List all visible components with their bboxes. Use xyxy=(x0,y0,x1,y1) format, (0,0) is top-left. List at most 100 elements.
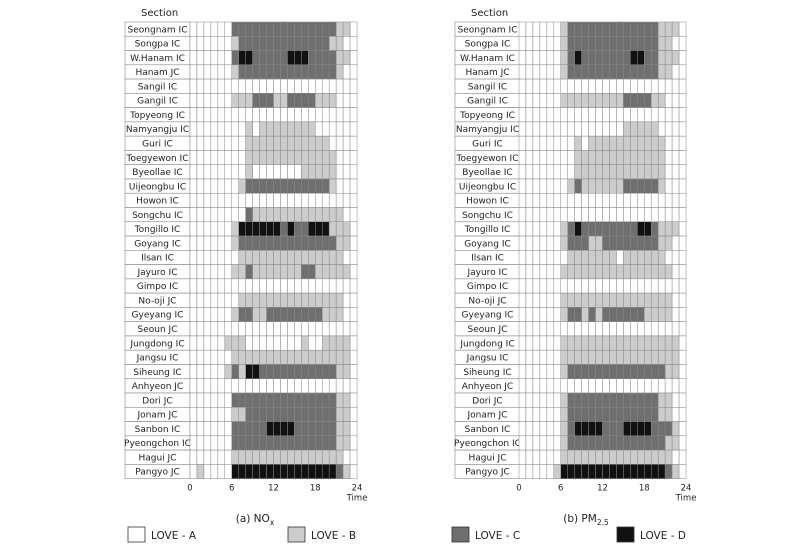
heat-cell xyxy=(259,321,267,337)
heat-cell xyxy=(637,178,645,194)
heat-cell xyxy=(280,50,288,66)
heat-cell xyxy=(342,407,351,422)
heat-cell xyxy=(266,64,274,80)
heat-cell xyxy=(287,264,295,280)
heat-cell xyxy=(342,178,351,194)
heat-cell xyxy=(664,307,673,322)
heat-cell xyxy=(280,135,288,151)
heat-cell xyxy=(203,93,212,108)
heat-cell xyxy=(210,435,219,451)
heat-cell xyxy=(203,364,212,380)
heat-cell xyxy=(581,78,589,94)
heat-cell xyxy=(328,449,337,465)
heat-cell xyxy=(224,321,233,337)
heat-cell xyxy=(574,78,582,94)
heat-cell xyxy=(342,107,351,123)
section-label: Uijeongbu IC xyxy=(459,182,516,192)
heat-cell xyxy=(266,93,274,108)
heat-cell xyxy=(238,178,246,194)
heat-cell xyxy=(623,221,631,237)
heat-cell xyxy=(581,192,589,208)
heat-cell xyxy=(539,392,548,408)
heat-cell xyxy=(546,107,555,123)
heat-cell xyxy=(678,435,687,451)
heat-cell xyxy=(630,364,638,380)
heat-cell xyxy=(616,121,624,137)
heat-cell xyxy=(273,207,281,223)
heat-cell xyxy=(252,135,260,151)
heat-cell xyxy=(623,178,631,194)
heat-cell xyxy=(595,150,603,165)
heat-cell xyxy=(245,321,253,337)
heat-cell xyxy=(308,64,316,80)
heat-cell xyxy=(294,307,302,322)
heat-cell xyxy=(623,21,631,37)
heat-cell xyxy=(335,292,344,308)
heat-cell xyxy=(321,107,330,123)
heat-cell xyxy=(567,221,575,237)
heat-cell xyxy=(196,93,205,108)
heat-cell xyxy=(280,392,288,408)
heat-cell xyxy=(664,107,673,123)
heat-cell xyxy=(210,392,219,408)
heat-cell xyxy=(532,364,541,380)
section-label: Gyeyang IC xyxy=(462,311,514,321)
heat-cell xyxy=(525,64,534,80)
heat-cell xyxy=(294,321,302,337)
heat-cell xyxy=(532,321,541,337)
heat-cell xyxy=(231,392,239,408)
heat-cell xyxy=(335,221,344,237)
heat-cell xyxy=(294,392,302,408)
heat-cell xyxy=(245,178,253,194)
heat-cell xyxy=(678,349,687,365)
heat-cell xyxy=(602,107,610,123)
heat-cell xyxy=(280,278,288,294)
section-label: Namyangju IC xyxy=(456,125,519,135)
heat-cell xyxy=(560,178,568,194)
heat-cell xyxy=(342,250,351,265)
heat-cell xyxy=(567,307,575,322)
section-label: No-oji JC xyxy=(138,296,176,306)
heat-cell xyxy=(231,235,239,251)
heat-cell xyxy=(602,392,610,408)
heat-cell xyxy=(602,50,610,66)
heat-cell xyxy=(525,36,534,51)
heat-cell xyxy=(266,292,274,308)
heat-cell xyxy=(623,335,631,351)
heat-cell xyxy=(245,150,253,165)
heat-cell xyxy=(581,449,589,465)
section-label: Jayuro IC xyxy=(136,268,177,278)
heat-cell xyxy=(273,335,281,351)
heat-cell xyxy=(532,192,541,208)
heat-cell xyxy=(518,36,527,51)
heat-cell xyxy=(518,335,527,351)
heat-cell xyxy=(349,93,358,108)
heat-cell xyxy=(349,421,358,437)
section-label: W.Hanam IC xyxy=(460,54,515,64)
heat-cell xyxy=(567,392,575,408)
heat-cell xyxy=(595,364,603,380)
heat-cell xyxy=(588,307,596,322)
heat-cell xyxy=(678,150,687,165)
heat-cell xyxy=(588,435,596,451)
heat-cell xyxy=(671,78,680,94)
heat-cell xyxy=(238,36,246,51)
heat-cell xyxy=(518,178,527,194)
heat-cell xyxy=(280,192,288,208)
heat-cell xyxy=(637,150,645,165)
heat-cell xyxy=(301,36,309,51)
heat-cell xyxy=(539,335,548,351)
heat-cell xyxy=(546,292,555,308)
heat-cell xyxy=(321,421,330,437)
heat-cell xyxy=(644,435,652,451)
heat-cell xyxy=(287,78,295,94)
heat-cell xyxy=(238,235,246,251)
heat-cell xyxy=(581,178,589,194)
heat-cell xyxy=(581,421,589,437)
heat-cell xyxy=(238,250,246,265)
heat-cell xyxy=(328,135,337,151)
section-label: Gyeyang IC xyxy=(132,311,184,321)
heat-cell xyxy=(287,421,295,437)
heat-cell xyxy=(539,435,548,451)
heat-cell xyxy=(664,435,673,451)
